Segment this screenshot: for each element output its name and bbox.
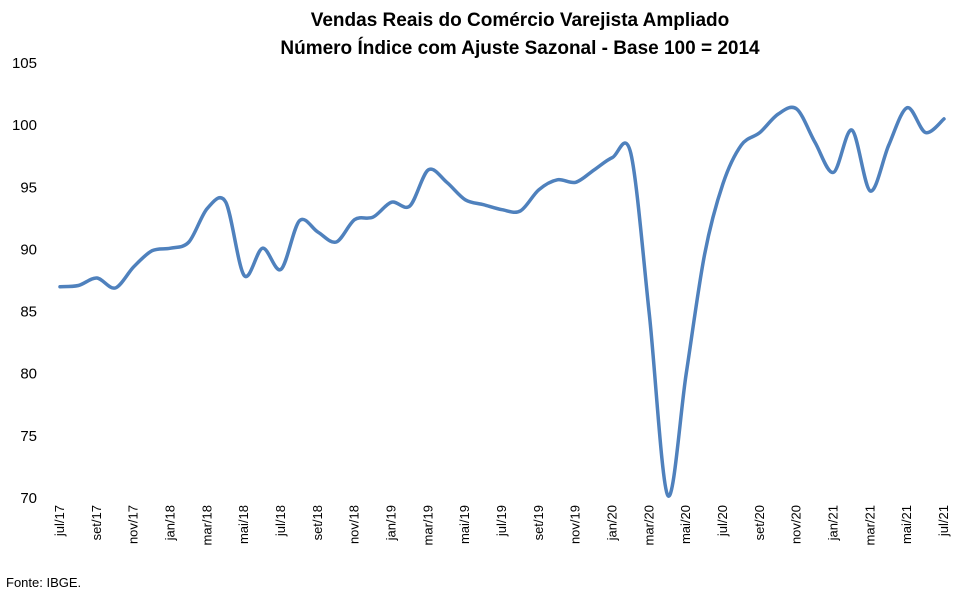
x-tick-label: nov/20 xyxy=(789,505,804,544)
x-tick-label: set/17 xyxy=(89,505,104,540)
x-tick-label: jul/21 xyxy=(936,505,951,537)
x-tick-label: jul/18 xyxy=(273,505,288,537)
y-tick-label: 100 xyxy=(12,117,37,134)
data-point xyxy=(925,132,927,134)
y-tick-label: 105 xyxy=(12,55,37,72)
x-axis: jul/17 set/17 nov/17 jan/18 mar/18 mai/18 jul/… xyxy=(52,505,951,545)
y-tick-label: 80 xyxy=(20,366,37,383)
data-point xyxy=(114,287,116,289)
data-point xyxy=(77,284,79,286)
x-tick-label: set/18 xyxy=(310,505,325,540)
x-tick-label: mai/21 xyxy=(899,505,914,544)
y-tick-label: 90 xyxy=(20,241,37,258)
y-axis: 70 75 80 85 90 95 100 105 xyxy=(12,55,37,507)
x-tick-label: mai/20 xyxy=(678,505,693,544)
x-tick-label: jan/18 xyxy=(163,505,178,541)
x-tick-label: jul/19 xyxy=(494,505,509,537)
data-point xyxy=(354,219,356,221)
x-tick-label: mar/19 xyxy=(420,505,435,545)
data-point xyxy=(133,266,135,268)
data-point xyxy=(538,189,540,191)
x-tick-label: jan/21 xyxy=(826,505,841,541)
data-point xyxy=(335,241,337,243)
data-point xyxy=(777,113,779,115)
data-point xyxy=(796,108,798,110)
data-point xyxy=(869,190,871,192)
x-tick-label: mai/18 xyxy=(236,505,251,544)
x-tick-label: mar/18 xyxy=(199,505,214,545)
data-point xyxy=(464,199,466,201)
x-tick-label: nov/19 xyxy=(568,505,583,544)
data-point xyxy=(722,183,724,185)
data-point xyxy=(446,181,448,183)
data-point xyxy=(704,253,706,255)
data-point xyxy=(612,156,614,158)
data-point xyxy=(556,179,558,181)
x-tick-label: mai/19 xyxy=(457,505,472,544)
x-tick-label: jul/17 xyxy=(52,505,67,537)
x-tick-label: set/20 xyxy=(752,505,767,540)
data-point xyxy=(575,181,577,183)
x-tick-label: set/19 xyxy=(531,505,546,540)
plot-area xyxy=(58,105,946,498)
data-point xyxy=(501,209,503,211)
data-point xyxy=(483,204,485,206)
data-point xyxy=(519,210,521,212)
y-tick-label: 85 xyxy=(20,304,37,321)
data-point xyxy=(96,277,98,279)
data-point xyxy=(851,129,853,131)
chart-subtitle: Número Índice com Ajuste Sazonal - Base … xyxy=(280,37,760,59)
x-tick-label: jan/19 xyxy=(384,505,399,541)
data-point xyxy=(188,241,190,243)
data-point xyxy=(409,205,411,207)
data-point xyxy=(759,132,761,134)
data-point xyxy=(59,286,61,288)
data-point xyxy=(888,144,890,146)
y-tick-label: 75 xyxy=(20,428,37,445)
data-point xyxy=(262,247,264,249)
y-tick-label: 70 xyxy=(20,490,37,507)
data-point xyxy=(740,144,742,146)
data-point xyxy=(814,142,816,144)
data-point xyxy=(833,171,835,173)
data-point xyxy=(317,231,319,233)
chart-title: Vendas Reais do Comércio Varejista Ampli… xyxy=(311,10,730,31)
y-tick-label: 95 xyxy=(20,179,37,196)
data-point xyxy=(298,220,300,222)
data-point xyxy=(685,373,687,375)
x-tick-label: nov/18 xyxy=(347,505,362,544)
data-point xyxy=(391,201,393,203)
data-point xyxy=(943,118,945,120)
data-point xyxy=(593,169,595,171)
x-tick-label: nov/17 xyxy=(126,505,141,544)
data-point xyxy=(280,268,282,270)
data-point xyxy=(667,495,669,497)
data-point xyxy=(630,153,632,155)
x-tick-label: jul/20 xyxy=(715,505,730,537)
data-point xyxy=(225,201,227,203)
series-line xyxy=(58,105,946,498)
data-point xyxy=(648,313,650,315)
data-point xyxy=(243,275,245,277)
x-tick-label: mar/21 xyxy=(862,505,877,545)
x-tick-label: mar/20 xyxy=(641,505,656,545)
x-tick-label: jan/20 xyxy=(605,505,620,541)
data-point xyxy=(151,250,153,252)
data-point xyxy=(372,216,374,218)
source-note: Fonte: IBGE. xyxy=(6,575,81,590)
data-point xyxy=(427,169,429,171)
data-point xyxy=(170,247,172,249)
data-point xyxy=(906,107,908,109)
data-point xyxy=(206,207,208,209)
